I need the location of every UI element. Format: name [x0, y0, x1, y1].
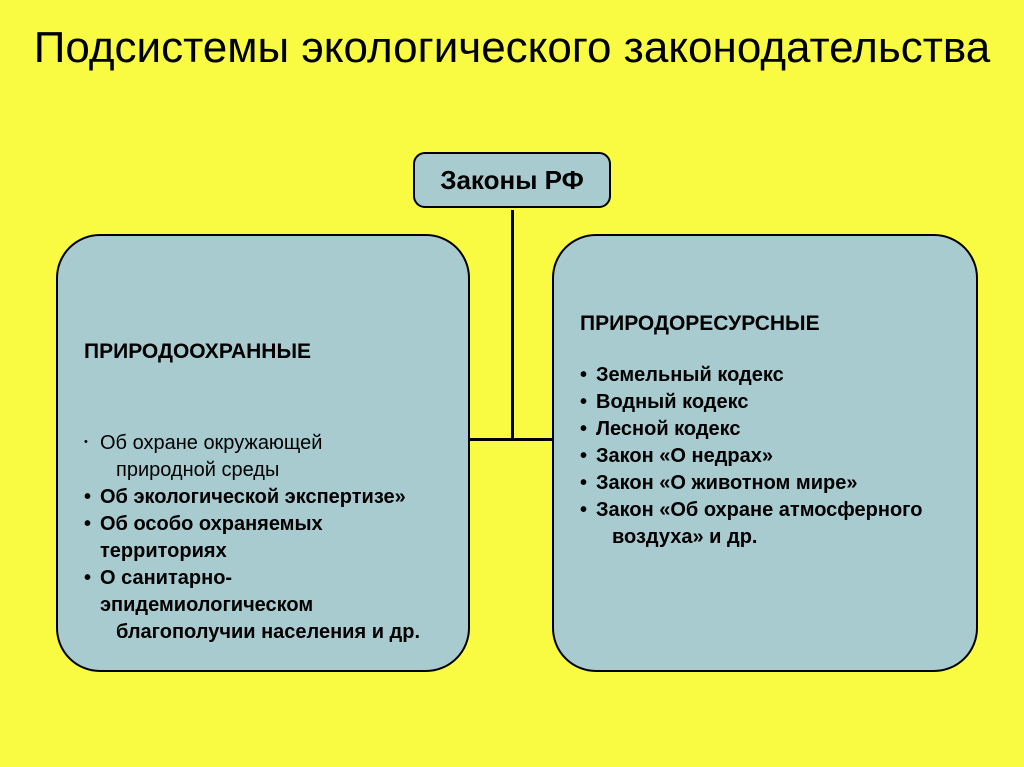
right-item: Водный кодекс: [580, 389, 950, 416]
connector-horizontal: [470, 438, 556, 441]
right-item: Закон «О недрах»: [580, 443, 950, 470]
right-items: Земельный кодекс Водный кодекс Лесной коде…: [580, 362, 950, 551]
left-box: ПРИРОДООХРАННЫЕ Об охране окружающей прир…: [56, 234, 470, 672]
right-item-text: Закон «О недрах»: [596, 445, 773, 467]
left-items: Об охране окружающей природной средыОб эк…: [84, 430, 442, 646]
right-item-text: Закон «Об охране атмосферного: [596, 499, 922, 521]
right-item-text: Водный кодекс: [596, 391, 749, 413]
left-item-cont: благополучии населения и др.: [100, 619, 442, 646]
left-heading: ПРИРОДООХРАННЫЕ: [84, 340, 442, 364]
slide: Подсистемы экологического законодательст…: [0, 0, 1024, 767]
left-item-text: О санитарно-эпидемиологическом: [100, 567, 313, 616]
right-item-text: Лесной кодекс: [596, 418, 741, 440]
root-node: Законы РФ: [413, 152, 611, 208]
right-item: Лесной кодекс: [580, 416, 950, 443]
right-heading: ПРИРОДОРЕСУРСНЫЕ: [580, 312, 950, 336]
left-item-text: Об экологической экспертизе»: [100, 486, 406, 508]
right-item: Земельный кодекс: [580, 362, 950, 389]
right-item-text: Закон «О животном мире»: [596, 472, 857, 494]
right-box: ПРИРОДОРЕСУРСНЫЕ Земельный кодекс Водный …: [552, 234, 978, 672]
left-item: Об охране окружающей природной среды: [84, 430, 442, 484]
left-item-text: Об особо охраняемых территориях: [100, 513, 323, 562]
slide-title: Подсистемы экологического законодательст…: [0, 22, 1024, 74]
left-item-text: Об охране окружающей: [100, 432, 322, 454]
left-item: Об экологической экспертизе»: [84, 484, 442, 511]
root-label: Законы РФ: [440, 165, 584, 196]
right-item-text: Земельный кодекс: [596, 364, 784, 386]
right-item-cont: воздуха» и др.: [596, 524, 950, 551]
connector-vertical: [511, 210, 514, 440]
right-item: Закон «О животном мире»: [580, 470, 950, 497]
left-item: О санитарно-эпидемиологическом благополуч…: [84, 565, 442, 646]
right-item: Закон «Об охране атмосферного воздуха» и …: [580, 497, 950, 551]
left-item-cont: природной среды: [100, 457, 442, 484]
left-item: Об особо охраняемых территориях: [84, 511, 442, 565]
